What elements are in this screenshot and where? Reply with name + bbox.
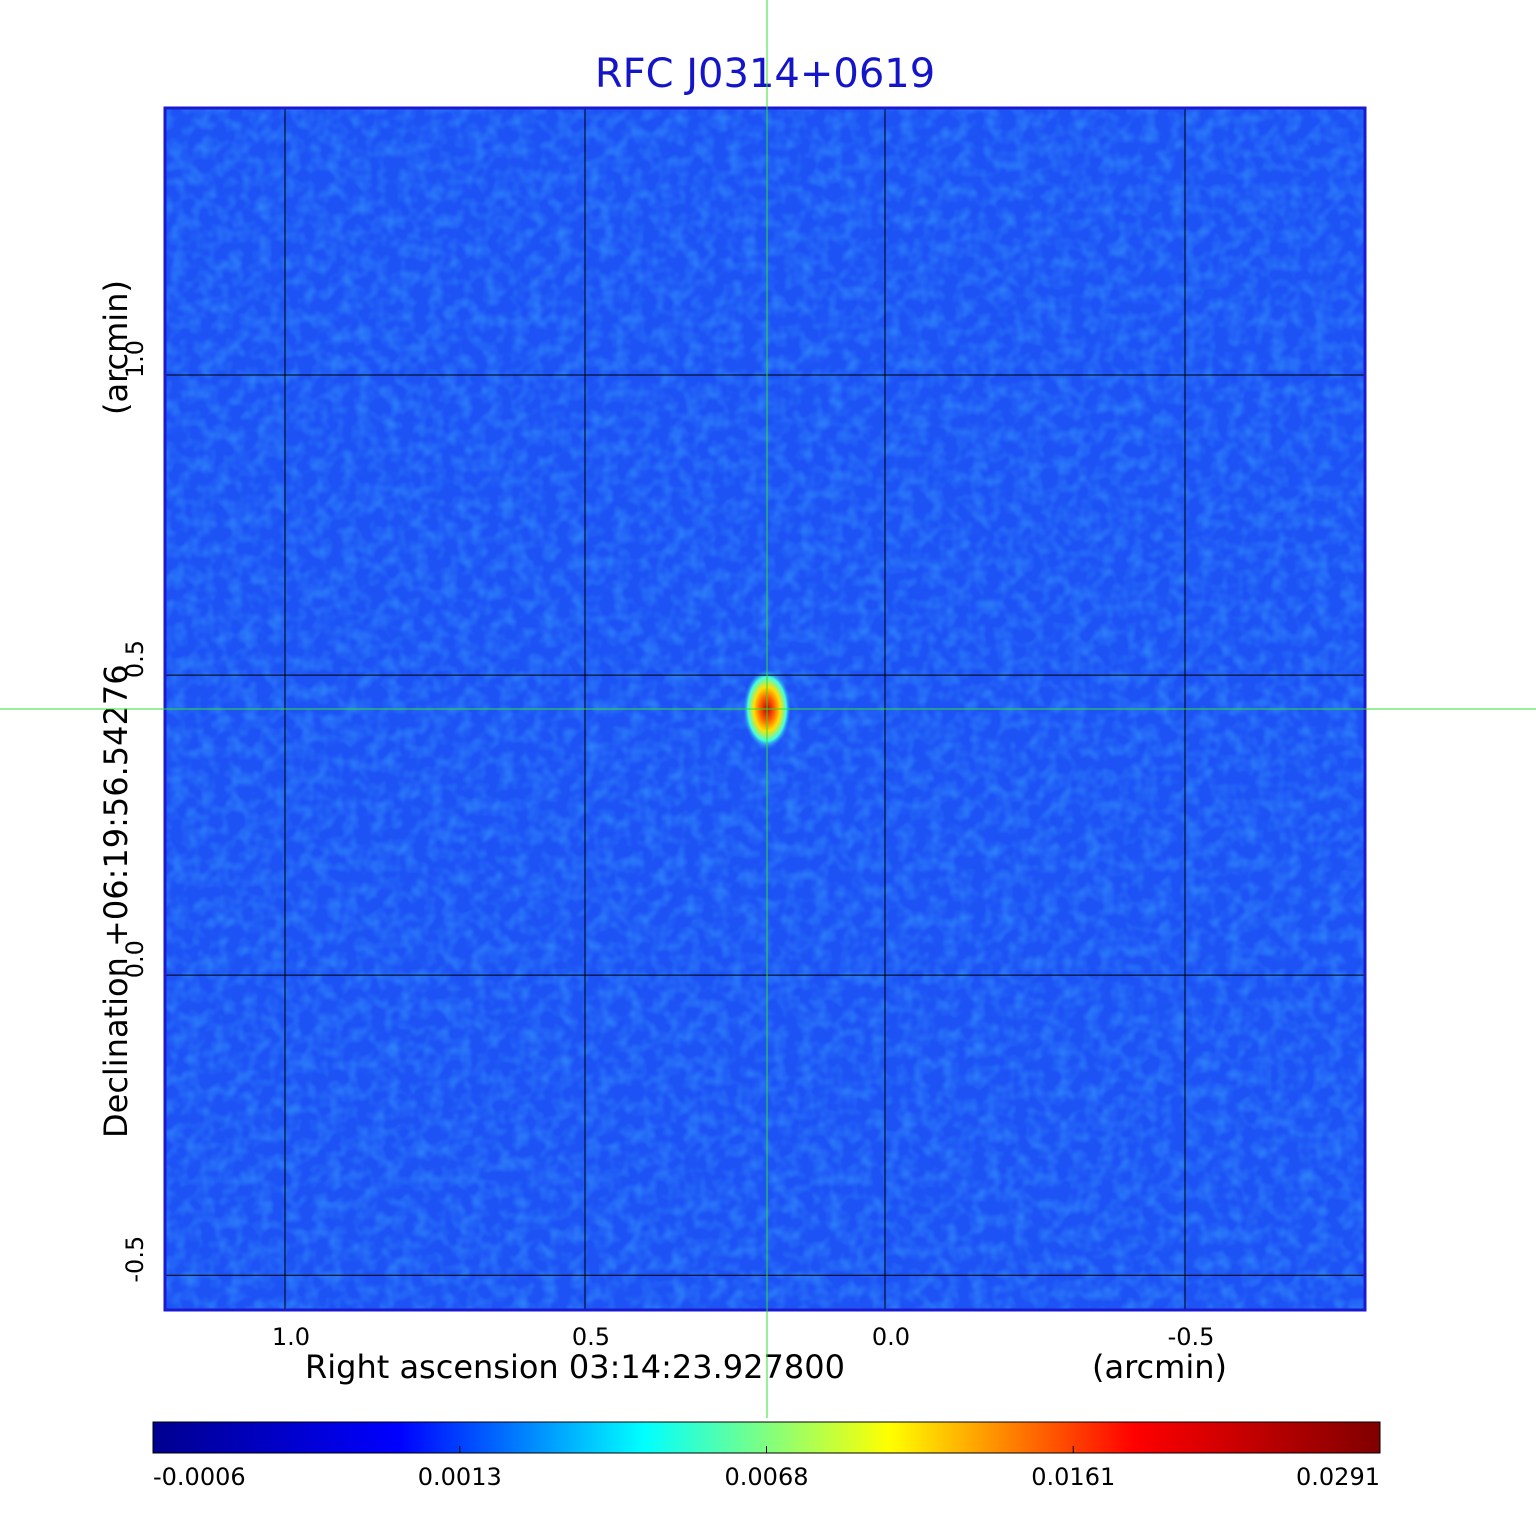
y-tick-label: -0.5 <box>121 1236 149 1283</box>
y-tick-label: 1.0 <box>121 340 149 378</box>
colorbar-tick-label: 0.0161 <box>1031 1463 1115 1491</box>
y-tick-label: 0.5 <box>121 640 149 678</box>
colorbar-tick-label: -0.0006 <box>153 1463 246 1491</box>
y-tick-label: 0.0 <box>121 940 149 978</box>
x-axis-label: Right ascension 03:14:23.927800 <box>305 1348 845 1386</box>
y-axis-unit: (arcmin) <box>97 280 135 415</box>
x-axis-unit: (arcmin) <box>1092 1348 1227 1386</box>
y-axis-label: Declination +06:19:56.54276 <box>97 664 135 1138</box>
x-tick-label: -0.5 <box>1168 1323 1215 1351</box>
x-tick-label: 0.5 <box>572 1323 610 1351</box>
colorbar-tick-label: 0.0013 <box>418 1463 502 1491</box>
x-tick-label: 1.0 <box>272 1323 310 1351</box>
chart-title: RFC J0314+0619 <box>595 51 935 97</box>
colorbar-tick-label: 0.0068 <box>725 1463 809 1491</box>
x-tick-label: 0.0 <box>872 1323 910 1351</box>
colorbar-tick-label: 0.0291 <box>1296 1463 1380 1491</box>
